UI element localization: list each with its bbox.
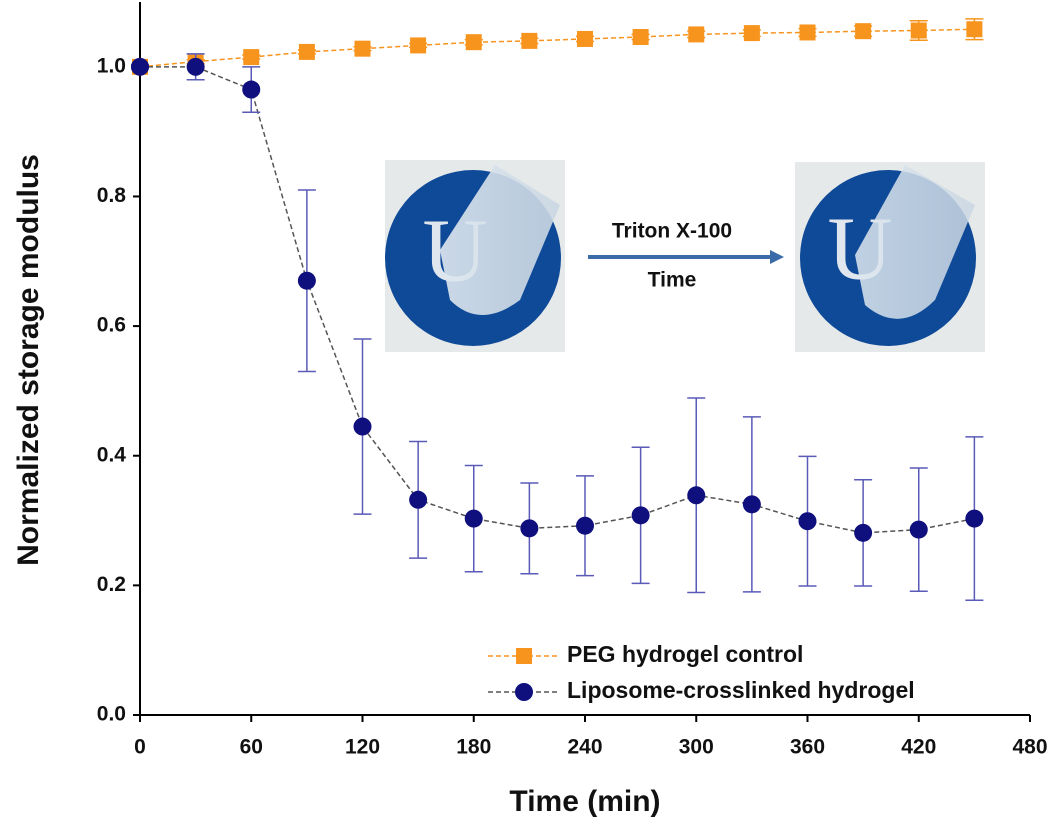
marker	[965, 509, 984, 528]
x-tick-label: 420	[901, 736, 936, 759]
annotation: Triton X-100	[612, 220, 732, 243]
marker	[909, 520, 928, 539]
marker	[131, 57, 149, 76]
marker	[799, 24, 816, 41]
marker	[354, 40, 371, 57]
marker	[521, 32, 538, 49]
marker	[353, 417, 372, 436]
marker	[688, 26, 705, 43]
marker	[242, 80, 261, 99]
marker	[410, 37, 427, 54]
marker	[743, 25, 760, 42]
series-line	[140, 66, 975, 534]
y-tick-label: 0.8	[97, 184, 127, 207]
marker	[465, 34, 482, 51]
legend-label: PEG hydrogel control	[567, 641, 803, 667]
marker	[409, 490, 428, 509]
annotation: Time	[648, 269, 697, 292]
x-tick-label: 180	[456, 736, 491, 759]
x-tick-label: 480	[1012, 736, 1047, 759]
marker	[854, 523, 873, 542]
marker	[577, 30, 593, 47]
marker	[520, 519, 539, 538]
x-tick-label: 300	[679, 736, 714, 759]
legend-marker	[516, 648, 532, 664]
marker	[186, 57, 205, 76]
marker	[298, 43, 315, 60]
marker	[631, 506, 650, 525]
marker	[576, 516, 594, 535]
marker	[966, 21, 983, 38]
legend-label: Liposome-crosslinked hydrogel	[567, 677, 915, 703]
marker	[798, 512, 817, 531]
marker	[687, 486, 706, 505]
x-axis-label: Time (min)	[509, 785, 660, 818]
y-axis-label: Normalized storage modulus	[12, 154, 45, 566]
y-tick-label: 0.6	[97, 314, 126, 337]
y-tick-label: 0.0	[97, 703, 126, 726]
y-tick-label: 0.4	[97, 443, 127, 466]
series-line	[139, 28, 975, 68]
marker	[243, 49, 260, 66]
marker	[910, 22, 927, 39]
x-tick-label: 360	[790, 736, 825, 759]
legend-marker	[515, 683, 533, 701]
marker	[632, 29, 649, 46]
inset-photos: U U	[385, 160, 985, 352]
x-tick-label: 60	[240, 736, 263, 759]
y-tick-label: 1.0	[97, 54, 126, 77]
marker	[464, 509, 483, 528]
marker	[297, 271, 316, 290]
x-tick-label: 240	[567, 736, 602, 759]
marker	[855, 23, 872, 40]
x-tick-label: 0	[134, 736, 146, 759]
x-tick-label: 120	[345, 736, 380, 759]
marker	[742, 495, 761, 514]
y-tick-label: 0.2	[97, 573, 126, 596]
